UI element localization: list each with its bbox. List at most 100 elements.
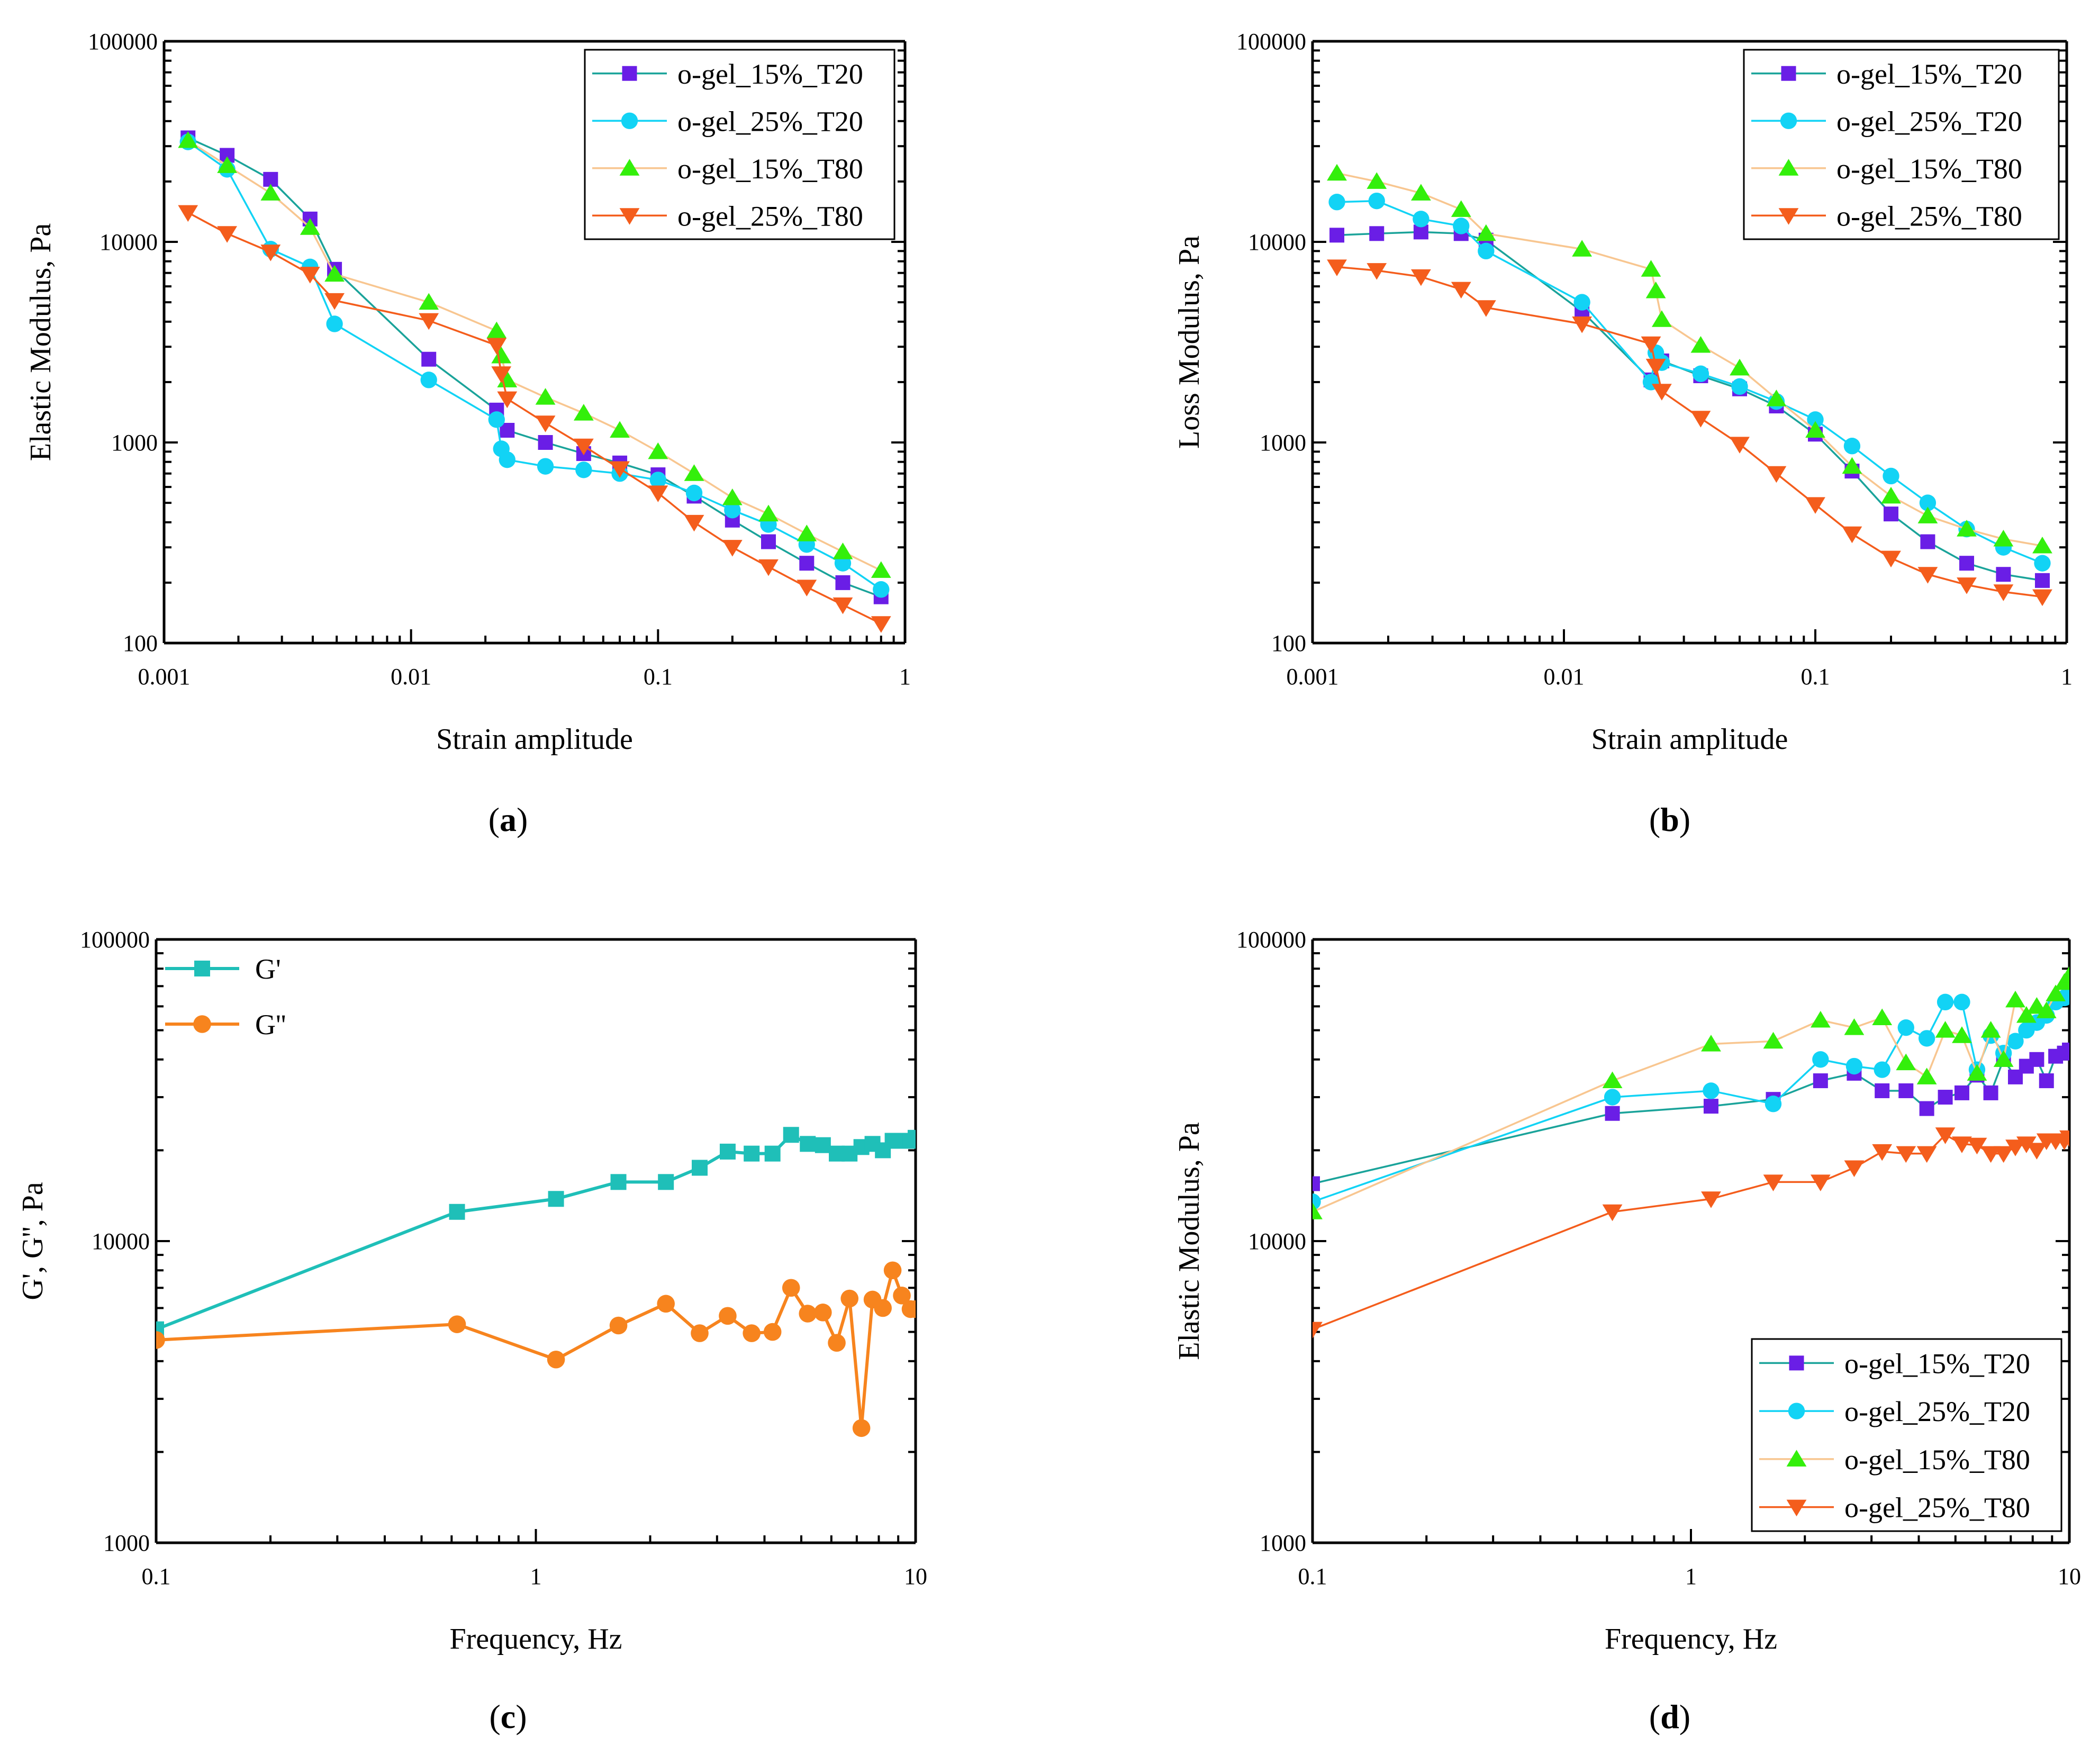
data-point-series-2 (648, 442, 668, 459)
data-point-series-2 (1410, 184, 1431, 201)
data-point-series-3 (1872, 1144, 1893, 1161)
data-point-series-0 (764, 1145, 781, 1162)
x-tick-label: 0.01 (1544, 664, 1585, 690)
data-point-series-3 (1476, 300, 1496, 317)
y-tick-label: 10000 (1248, 229, 1306, 255)
data-point-series-1 (1845, 1057, 1863, 1075)
data-point-series-0 (783, 1127, 799, 1143)
data-point-series-1 (547, 1350, 565, 1369)
data-point-series-1 (814, 1304, 832, 1322)
data-point-series-0 (799, 556, 815, 571)
data-point-series-1 (874, 1299, 892, 1317)
data-point-series-3 (758, 559, 779, 576)
data-point-series-1 (1937, 993, 1954, 1011)
data-point-series-1 (649, 472, 667, 489)
data-point-series-1 (1413, 211, 1430, 228)
data-point-series-2 (1651, 310, 1672, 327)
data-point-series-3 (1957, 577, 1977, 594)
legend-marker (1788, 1403, 1805, 1419)
data-point-series-2 (1844, 1018, 1865, 1035)
data-point-series-2 (324, 265, 345, 282)
data-point-series-3 (1805, 497, 1825, 514)
y-tick-label: 100000 (1236, 29, 1306, 55)
series-line-3 (1313, 1134, 2069, 1331)
data-point-series-3 (2026, 1143, 2047, 1160)
data-point-series-0 (1919, 1101, 1934, 1116)
data-point-series-0 (761, 534, 776, 549)
y-tick-label: 1000 (103, 1530, 150, 1556)
data-point-series-3 (1952, 1136, 1972, 1153)
legend-entry: o-gel_25%_T80 (677, 200, 863, 232)
data-point-series-1 (1953, 993, 1970, 1011)
data-point-series-1 (724, 502, 741, 519)
data-point-series-3 (833, 597, 853, 614)
data-point-series-0 (835, 575, 851, 590)
data-point-series-3 (1367, 263, 1387, 280)
legend: o-gel_15%_T20 o-gel_25%_T20 o-gel_15%_T80o… (584, 49, 895, 240)
x-tick-label: 10 (904, 1563, 927, 1589)
data-point-series-3 (1327, 259, 1347, 276)
data-point-series-3 (1701, 1191, 1721, 1208)
data-point-series-1 (685, 484, 703, 502)
data-point-series-1 (1692, 365, 1709, 382)
data-point-series-2 (1641, 260, 1661, 277)
data-point-series-0 (1369, 226, 1385, 241)
data-point-series-3 (1451, 282, 1471, 299)
x-tick-label: 0.001 (1287, 664, 1339, 690)
data-point-series-1 (326, 315, 343, 332)
legend-entry: o-gel_25%_T20 (677, 105, 863, 137)
y-tick-label: 10000 (1248, 1228, 1306, 1254)
data-point-series-0 (1983, 1085, 1998, 1100)
legend-box (1751, 1338, 2062, 1532)
legend-entry: o-gel_15%_T80 (677, 153, 863, 185)
data-point-series-2 (1313, 1202, 1323, 1219)
legend-entry: G'' (255, 1009, 286, 1041)
data-point-series-2 (2005, 990, 2025, 1008)
legend-entry: o-gel_25%_T80 (1844, 1492, 2030, 1524)
legend-marker (619, 159, 640, 176)
panel-label: (d) (1649, 1698, 1690, 1735)
y-axis-title: G', G'', Pa (16, 1182, 49, 1300)
panel-a: 0.001 0.01 0.1 1 100 1000 10000 100000 Strain am… (24, 29, 911, 838)
data-point-series-3 (1810, 1174, 1831, 1191)
x-tick-label: 10 (2058, 1563, 2081, 1589)
legend-marker (1778, 208, 1799, 225)
data-point-series-1 (691, 1324, 709, 1342)
data-point-series-3 (1645, 358, 1666, 376)
panel-label: (a) (488, 801, 528, 838)
data-point-series-1 (609, 1316, 628, 1335)
x-tick-label: 0.001 (138, 664, 191, 690)
data-point-series-2 (1872, 1008, 1893, 1025)
data-point-series-2 (797, 524, 817, 541)
data-point-series-3 (722, 540, 743, 557)
data-point-series-0 (548, 1191, 564, 1207)
data-point-series-0 (1920, 534, 1935, 549)
data-point-series-2 (2059, 966, 2069, 983)
data-point-series-2 (1701, 1035, 1721, 1052)
x-axis-title: Strain amplitude (436, 723, 633, 756)
data-point-series-1 (1453, 218, 1470, 234)
data-point-series-3 (419, 313, 439, 330)
data-point-series-1 (1703, 1082, 1720, 1099)
data-point-series-3 (1766, 466, 1787, 483)
legend-entry: o-gel_15%_T20 (1844, 1347, 2030, 1379)
data-point-series-2 (1881, 486, 1901, 504)
data-point-series-2 (1917, 506, 1938, 523)
data-point-series-0 (2062, 1042, 2069, 1057)
data-point-series-3 (2016, 1136, 2037, 1153)
x-tick-label: 0.1 (142, 1563, 171, 1589)
data-point-series-2 (722, 488, 743, 505)
data-point-series-2 (1896, 1053, 1916, 1071)
data-point-series-0 (1938, 1090, 1953, 1105)
x-tick-label: 1 (2061, 664, 2073, 690)
data-point-series-1 (2034, 555, 2051, 572)
data-point-series-1 (1765, 1096, 1782, 1112)
data-point-series-3 (1980, 1146, 2001, 1163)
data-point-series-0 (744, 1145, 760, 1162)
data-point-series-3 (2032, 589, 2052, 607)
data-point-series-0 (1954, 1085, 1969, 1100)
data-point-series-1 (893, 1287, 911, 1305)
data-point-series-1 (1843, 438, 1861, 455)
data-point-series-0 (1898, 1083, 1914, 1098)
data-point-series-0 (719, 1143, 736, 1160)
